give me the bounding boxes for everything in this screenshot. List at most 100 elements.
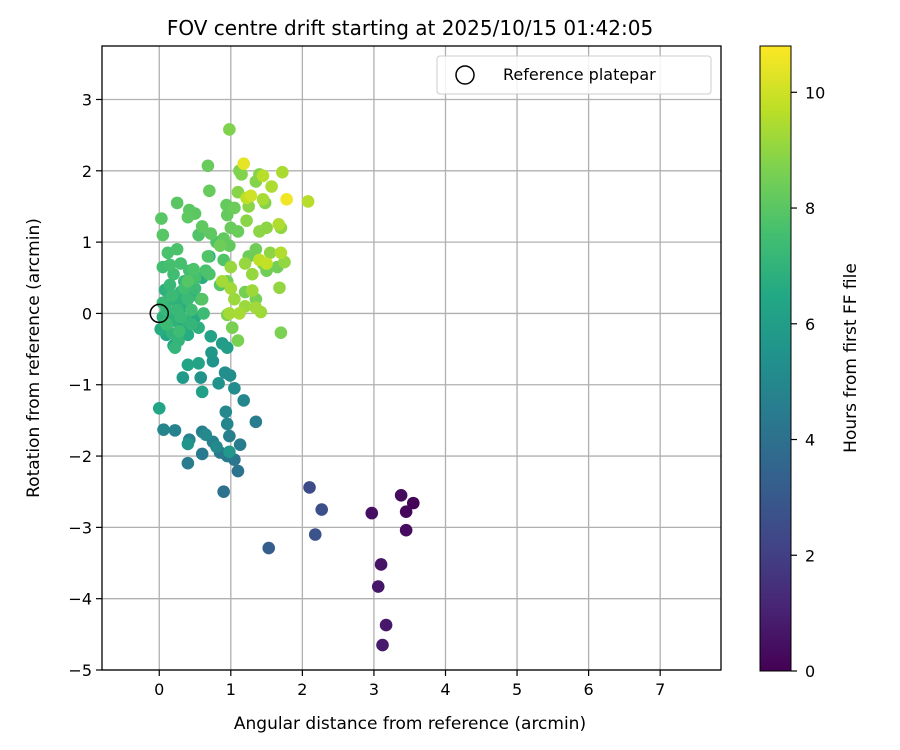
data-point	[165, 289, 179, 302]
data-point	[240, 214, 253, 228]
data-point	[163, 278, 177, 292]
data-point	[276, 165, 289, 179]
data-point	[223, 239, 236, 252]
data-point	[205, 346, 218, 359]
data-point	[371, 580, 385, 593]
data-point	[223, 429, 236, 443]
data-point	[244, 189, 258, 203]
data-point	[274, 246, 288, 260]
data-point	[156, 228, 170, 242]
data-point	[308, 528, 322, 541]
data-point	[228, 201, 241, 215]
y-tick-label: −4	[68, 590, 92, 609]
y-tick-label: −5	[68, 661, 92, 680]
x-tick-label: 0	[154, 680, 164, 699]
data-point	[235, 168, 248, 181]
data-point	[365, 506, 379, 520]
data-point	[181, 292, 195, 306]
x-tick-label: 7	[655, 680, 665, 699]
data-point	[231, 225, 245, 238]
colorbar-gradient	[759, 45, 792, 672]
data-point	[301, 195, 315, 208]
data-point	[233, 438, 247, 451]
data-point	[231, 464, 245, 478]
x-axis-ticks: 0 1 2 3 4 5 6 7	[154, 670, 665, 699]
data-point	[185, 317, 198, 331]
x-axis-label: Angular distance from reference (arcmin)	[234, 714, 586, 734]
data-point	[260, 257, 273, 270]
data-point	[379, 618, 393, 632]
data-point	[181, 358, 195, 372]
data-point	[262, 541, 276, 555]
reference-marker	[149, 303, 169, 324]
data-point	[199, 428, 213, 441]
data-point	[172, 324, 186, 338]
data-point	[249, 301, 263, 315]
chart-title: FOV centre drift starting at 2025/10/15 …	[167, 16, 653, 40]
y-tick-label: 0	[82, 304, 92, 323]
data-point	[220, 417, 234, 431]
data-point	[245, 284, 259, 297]
x-tick-label: 6	[584, 680, 594, 699]
data-point	[374, 558, 388, 571]
data-point	[168, 341, 182, 354]
data-point	[315, 503, 328, 516]
data-point	[170, 242, 184, 256]
data-point	[181, 210, 195, 224]
data-point	[256, 193, 270, 206]
data-point	[192, 357, 205, 370]
data-point	[256, 169, 270, 183]
data-point	[223, 445, 236, 459]
data-point	[224, 260, 238, 274]
y-tick-label: 1	[82, 233, 92, 252]
grid-lines	[102, 46, 721, 671]
data-point	[399, 523, 413, 537]
data-point	[219, 405, 233, 419]
legend-marker	[455, 65, 475, 85]
data-point	[210, 440, 223, 454]
y-tick-label: −2	[68, 447, 92, 466]
data-point	[237, 157, 250, 170]
data-point	[201, 159, 215, 173]
y-axis-ticks: −5 −4 −3 −2 −1 0 1 2 3	[68, 90, 102, 680]
data-point	[223, 123, 236, 136]
legend-box	[436, 55, 712, 95]
data-point	[223, 307, 236, 320]
colorbar-tick-label: 8	[805, 199, 815, 218]
data-point	[212, 377, 225, 390]
data-point	[272, 217, 286, 231]
data-point	[195, 447, 209, 461]
data-point	[203, 184, 216, 198]
colorbar-tick-label: 6	[805, 315, 815, 334]
data-point	[201, 250, 215, 263]
data-point	[181, 456, 195, 470]
data-point	[237, 394, 250, 407]
data-point	[155, 212, 168, 225]
data-point	[168, 424, 182, 437]
data-point	[406, 496, 420, 510]
y-tick-label: −3	[68, 518, 92, 537]
x-tick-label: 4	[440, 680, 450, 699]
plot-frame	[101, 45, 722, 671]
legend: Reference platepar	[436, 55, 712, 95]
data-point	[263, 246, 277, 260]
data-point	[399, 505, 413, 518]
data-point	[228, 382, 241, 395]
x-tick-label: 1	[226, 680, 236, 699]
data-point	[174, 310, 188, 324]
reference-point	[149, 303, 169, 324]
data-point	[228, 292, 241, 306]
data-point	[170, 196, 184, 210]
colorbar-tick-label: 0	[805, 662, 815, 681]
data-point	[181, 437, 195, 451]
data-point	[185, 303, 198, 317]
data-point	[203, 267, 216, 281]
data-point	[265, 180, 278, 193]
data-point	[157, 423, 170, 436]
data-point	[156, 296, 170, 310]
x-tick-label: 5	[512, 680, 522, 699]
data-point	[260, 221, 273, 235]
legend-entry: Reference platepar	[503, 65, 656, 84]
data-point	[245, 267, 259, 281]
